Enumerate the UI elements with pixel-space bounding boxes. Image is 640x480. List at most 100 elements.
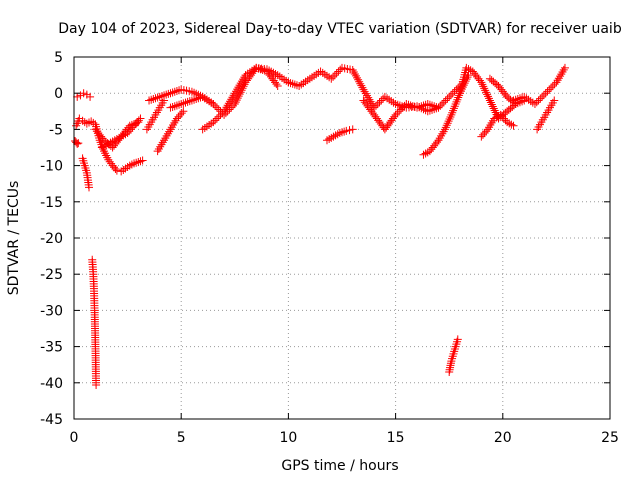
data-point [125,127,134,136]
data-point [170,87,179,96]
data-point [97,143,106,152]
data-point [383,94,392,103]
data-point [117,132,126,141]
data-point [526,97,535,106]
data-point [245,68,254,77]
data-point [538,92,547,101]
data-point [240,73,249,82]
data-points [71,63,569,389]
data-point [330,71,339,80]
series-arc-02 [73,89,95,101]
data-point [198,125,207,134]
data-point [125,161,134,170]
data-point [432,102,441,111]
data-point [221,105,230,114]
data-point [168,102,177,111]
data-point [385,95,394,104]
data-point [211,116,220,125]
data-point [329,72,338,81]
data-point [534,96,543,105]
data-point [147,95,156,104]
data-point [448,89,457,98]
data-point [220,107,229,116]
data-point [359,85,368,94]
data-point [267,67,276,76]
data-point [515,98,524,107]
data-point [439,98,448,107]
data-point [366,97,375,106]
data-point [320,70,329,79]
data-point [207,119,216,128]
x-tick-label: 0 [70,430,79,446]
data-point [486,98,495,107]
data-point [232,96,241,105]
data-point [513,99,522,108]
data-point [192,94,201,103]
x-axis-label: GPS time / hours [281,458,398,474]
data-point [110,136,119,145]
data-point [543,87,552,96]
data-point [179,107,188,116]
y-tick-label: -25 [40,267,63,283]
data-point [498,112,507,121]
data-point [295,81,304,90]
data-point [237,77,246,86]
data-point [108,137,117,146]
data-point [187,96,196,105]
data-point [462,63,471,72]
data-point [224,99,233,108]
data-point [552,78,561,87]
data-point [355,77,364,86]
data-point [176,110,185,119]
data-point [395,107,404,116]
series-arc-01 [71,136,83,148]
data-point [149,94,158,103]
data-point [438,100,447,109]
data-point [121,164,130,173]
data-point [436,101,445,110]
data-point [138,156,147,165]
data-point [415,102,424,111]
data-point [286,79,295,88]
data-point [408,102,417,111]
data-point [557,70,566,79]
data-point [299,79,308,88]
data-point [231,87,240,96]
data-point [303,76,312,85]
data-point [151,94,160,103]
y-tick-label: -45 [40,412,63,428]
data-point [389,98,398,107]
data-point [560,63,569,72]
data-point [559,65,568,74]
data-point [172,101,181,110]
data-point [145,96,154,105]
data-point [312,70,321,79]
data-point [496,110,505,119]
data-point [477,132,486,141]
data-point [231,98,240,107]
data-point [371,101,380,110]
data-point [333,130,342,139]
data-point [288,79,297,88]
data-point [92,380,101,389]
data-point [212,114,221,123]
data-point [136,157,145,166]
data-point [115,133,124,142]
data-point [280,75,289,84]
data-point [78,116,87,125]
data-point [483,90,492,99]
data-point [196,93,205,102]
x-tick-label: 20 [494,430,512,446]
data-point [205,97,214,106]
data-point [364,93,373,102]
data-point [233,85,242,94]
series-arc-04 [78,154,94,192]
data-point [322,71,331,80]
y-tick-label: -30 [40,303,63,319]
data-point [421,149,430,158]
data-point [453,335,462,344]
data-point [175,100,184,109]
data-point [127,160,136,169]
data-point [545,85,554,94]
